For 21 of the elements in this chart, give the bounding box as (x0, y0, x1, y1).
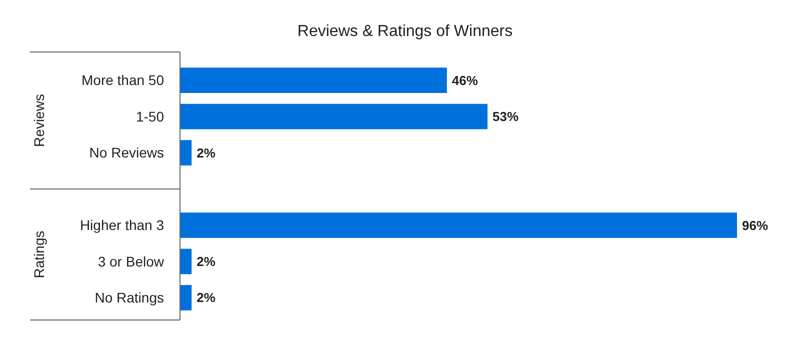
bar (180, 212, 737, 238)
bar (180, 104, 488, 130)
bar (180, 140, 192, 166)
data-label: 46% (452, 72, 478, 88)
y-tick-label: Higher than 3 (80, 217, 164, 234)
data-label: 53% (492, 109, 519, 124)
data-label: 2% (196, 145, 216, 160)
text: Reviews (31, 94, 47, 147)
y-tick-label: 3 or Below (98, 253, 165, 270)
y-tick-label: No Ratings (94, 290, 164, 306)
data-label: 2% (196, 254, 216, 270)
y-tick-label: 1-50 (136, 108, 164, 124)
text: Ratings (31, 230, 47, 278)
chart-title: Reviews & Ratings of Winners (297, 23, 513, 40)
bar (180, 285, 192, 310)
y-tick-label: No Reviews (89, 144, 164, 161)
y-tick-label: More than 50 (82, 72, 164, 88)
bar (180, 248, 192, 274)
data-label: 2% (196, 290, 216, 306)
data-label: 96% (742, 218, 768, 233)
bar (180, 68, 447, 93)
